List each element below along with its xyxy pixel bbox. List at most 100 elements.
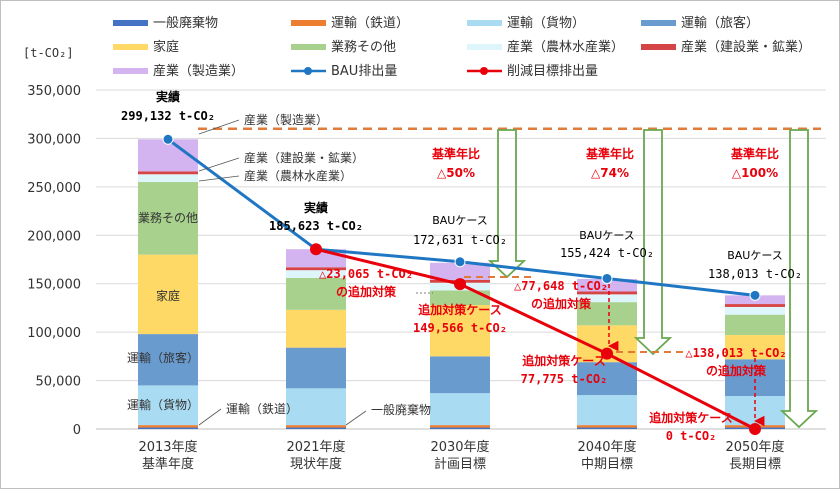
bar-segment: [138, 334, 198, 386]
actual-2013-value: 299,132 t-CO₂: [121, 109, 215, 123]
bar-segment: [138, 425, 198, 428]
reduction-arrow-2050: [779, 129, 819, 429]
bar-segment: [286, 277, 346, 310]
add-2050-suffix: の追加対策: [706, 363, 767, 378]
legend-label-construction: 産業（建設業・鉱業）: [681, 39, 811, 55]
legend-swatch-rail: [291, 20, 326, 26]
target-2040-title: 追加対策ケース: [522, 353, 605, 368]
bar-segment: [725, 314, 785, 336]
bar-segment: [430, 425, 490, 428]
x-tick-label: 2013年度: [138, 439, 197, 455]
bar-segment: [286, 425, 346, 428]
bar-segment: [430, 393, 490, 426]
label-rail: 運輸（鉄道）: [226, 401, 298, 416]
legend-label-waste: 一般廃棄物: [153, 15, 218, 31]
y-tick-label: 150,000: [27, 278, 81, 293]
bar-segment: [286, 427, 346, 429]
series-point: [601, 272, 613, 284]
bar-segment: [286, 347, 346, 389]
bau-2030-title: BAUケース: [432, 214, 488, 227]
y-tick-label: 50,000: [36, 375, 82, 390]
add-2050-amount: △138,013 t-CO₂: [685, 346, 786, 360]
reduction-arrow-2040: [633, 129, 673, 356]
callout-line-manufacturing: [198, 119, 240, 135]
ratio-2050-value: △100%: [732, 166, 778, 180]
x-sub-label: 長期目標: [729, 457, 781, 472]
bar-segment: [430, 305, 490, 357]
target-2040-value: 77,775 t-CO₂: [521, 372, 608, 386]
bar-segment: [577, 278, 637, 292]
add-2030-suffix: の追加対策: [336, 284, 397, 299]
y-tick-label: 100,000: [27, 326, 81, 341]
additional-measure-arrows: [607, 284, 765, 427]
legend-swatch-manufacturing: [113, 68, 148, 74]
callout-line-construction: [198, 157, 240, 172]
x-sub-label: 計画目標: [434, 456, 486, 472]
bar-segment: [286, 267, 346, 271]
bau-2050-value: 138,013 t-CO₂: [708, 267, 802, 281]
ratio-2040-value: △74%: [591, 166, 629, 180]
legend-label-target: 削減目標排出量: [507, 63, 598, 79]
legend-label-agriculture: 産業（農林水産業）: [507, 39, 624, 55]
callout-line-agriculture: [198, 175, 240, 182]
y-unit-label: [t-CO₂]: [23, 46, 74, 60]
bar-segment: [430, 262, 490, 280]
bar-segment: [138, 182, 198, 255]
ratio-2030-value: △50%: [437, 166, 475, 180]
legend-swatch-construction: [641, 44, 676, 50]
series-point: [310, 243, 322, 256]
x-tick-label: 2040年度: [577, 439, 636, 455]
bar-segment: [138, 171, 198, 175]
bar-segment: [138, 385, 198, 426]
bar-segment: [577, 294, 637, 303]
bar-segment: [286, 388, 346, 426]
legend-label-household: 家庭: [153, 39, 179, 55]
legend-label-rail: 運輸（鉄道）: [331, 16, 409, 31]
y-tick-label: 300,000: [27, 132, 81, 147]
add-2040-amount: △77,648 t-CO₂: [514, 279, 608, 293]
target-2050-title: 追加対策ケース: [649, 410, 732, 425]
bar-segment: [577, 362, 637, 396]
bar-segment: [725, 304, 785, 307]
bar-segment: [725, 306, 785, 315]
y-tick-label: 250,000: [27, 181, 81, 196]
label-household: 家庭: [156, 288, 180, 303]
legend-label-passenger: 運輸（旅客）: [681, 15, 759, 31]
legend-label-manufacturing: 産業（製造業）: [153, 63, 244, 79]
series-point: [454, 256, 466, 268]
add-2040-suffix: の追加対策: [531, 296, 592, 311]
bar-segment: [725, 335, 785, 360]
segment-labels: 産業（製造業） 産業（建設業・鉱業） 産業（農林水産業） 業務その他 家庭 運輸…: [127, 112, 431, 417]
y-tick-labels: 0 50,000 100,000 150,000 200,000 250,000 300,0…: [27, 84, 81, 438]
legend-marker-bau: [304, 67, 312, 75]
bar-segment: [286, 270, 346, 278]
actual-2021-title: 実績: [304, 200, 328, 215]
bar-segment: [430, 356, 490, 394]
label-waste: 一般廃棄物: [371, 402, 431, 417]
actual-2013-title: 実績: [156, 89, 180, 104]
label-construction: 産業（建設業・鉱業）: [244, 150, 364, 165]
bar-segment: [430, 290, 490, 306]
series-point: [454, 278, 466, 291]
ratio-2040-title: 基準年比: [585, 146, 634, 161]
x-sub-label: 基準年度: [142, 456, 194, 472]
target-2030-title: 追加対策ケース: [418, 302, 501, 317]
x-tick-label: 2021年度: [286, 439, 345, 455]
label-manufacturing: 産業（製造業）: [244, 112, 328, 127]
series-point: [162, 133, 174, 145]
label-business: 業務その他: [138, 211, 198, 225]
legend-swatch-business: [291, 44, 326, 50]
bar-segment: [286, 309, 346, 348]
label-agriculture: 産業（農林水産業）: [244, 168, 352, 183]
legend-marker-target: [480, 67, 488, 75]
series-point: [749, 423, 761, 435]
label-passenger: 運輸（旅客）: [127, 350, 199, 365]
ratio-2050-title: 基準年比: [730, 146, 779, 161]
series-lines: [162, 133, 761, 435]
bar-segment: [577, 427, 637, 429]
callout-line-rail: [198, 408, 222, 426]
target-2030-value: 149,566 t-CO₂: [413, 321, 507, 335]
legend-swatch-freight: [467, 20, 502, 26]
